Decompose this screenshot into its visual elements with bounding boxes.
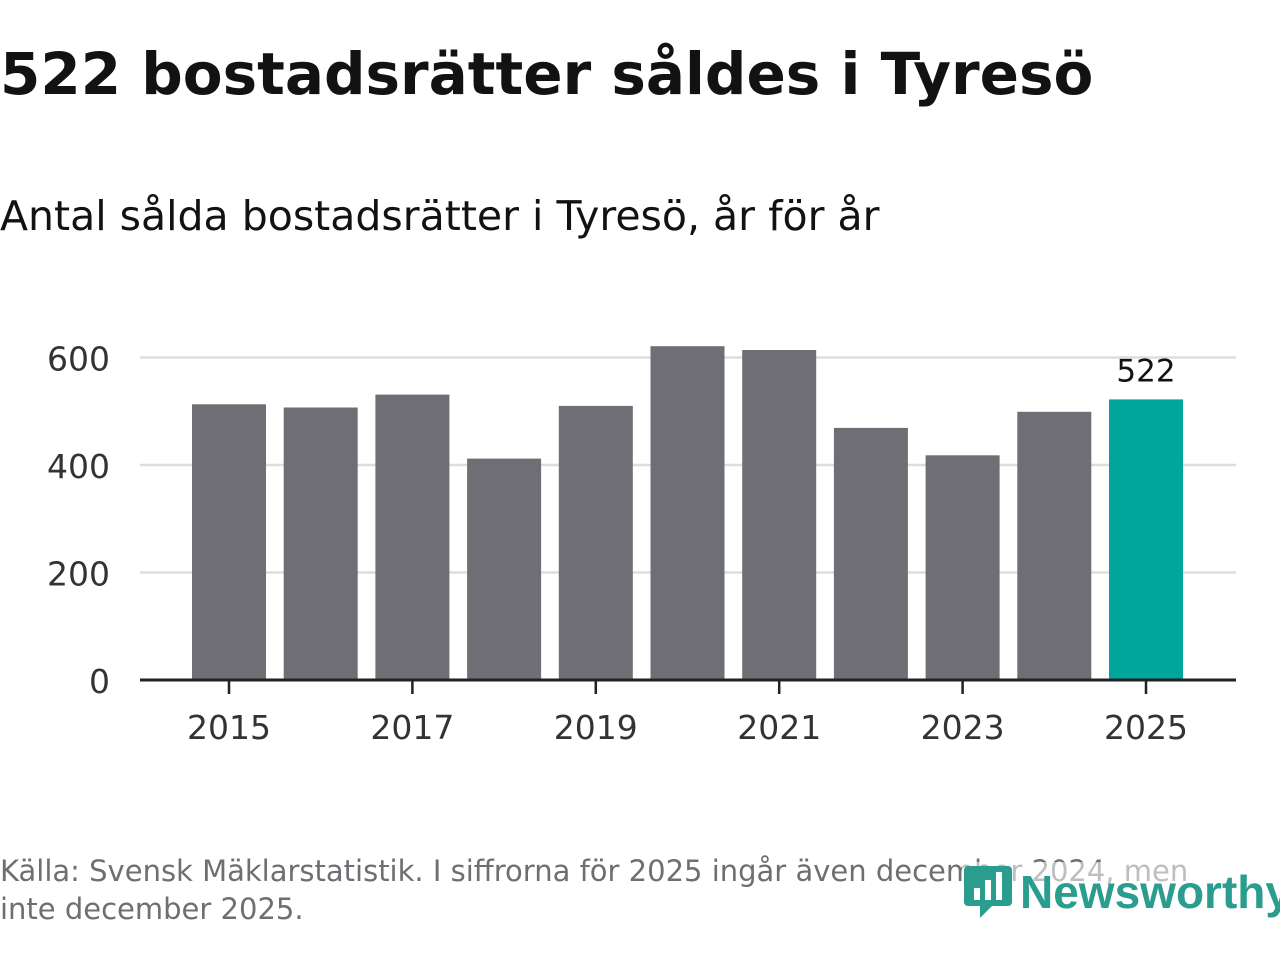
bar-2024: [1017, 411, 1092, 680]
data-labels: 522: [1116, 353, 1175, 389]
y-tick-label: 200: [47, 555, 110, 594]
bar-2020: [650, 346, 725, 680]
x-tick-label-2021: 2021: [737, 708, 821, 747]
bar-chart: 0 200 400 600 522 2015 2017 2019 2021 2023 2025: [47, 340, 1236, 747]
newsworthy-logo[interactable]: Newsworthy: [962, 862, 1280, 922]
x-tick-label-2025: 2025: [1104, 708, 1188, 747]
chart-title: 522 bostadsrätter såldes i Tyresö: [0, 40, 1094, 108]
y-tick-label: 600: [47, 340, 110, 379]
chat-bar-chart-icon: [964, 866, 1012, 918]
x-tick-label-2019: 2019: [554, 708, 638, 747]
x-tick-label-2023: 2023: [921, 708, 1005, 747]
bar-2023: [925, 455, 1000, 680]
chart-subtitle: Antal sålda bostadsrätter i Tyresö, år f…: [0, 192, 880, 240]
logo-text: Newsworthy: [1020, 866, 1280, 918]
bar-2021: [742, 350, 817, 680]
bars: [192, 346, 1183, 680]
data-label-2025: 522: [1116, 353, 1175, 389]
bar-2025: [1109, 399, 1183, 680]
bar-2022: [833, 427, 908, 680]
x-tick-label-2017: 2017: [370, 708, 454, 747]
x-tick-label-2015: 2015: [187, 708, 271, 747]
bar-2018: [467, 458, 542, 680]
bar-2016: [283, 407, 358, 680]
y-tick-label: 400: [47, 447, 110, 486]
x-axis: 2015 2017 2019 2021 2023 2025: [140, 678, 1236, 747]
bar-2019: [558, 405, 633, 680]
bar-2015: [192, 404, 266, 680]
bar-2017: [375, 394, 450, 680]
y-tick-label: 0: [89, 662, 110, 701]
